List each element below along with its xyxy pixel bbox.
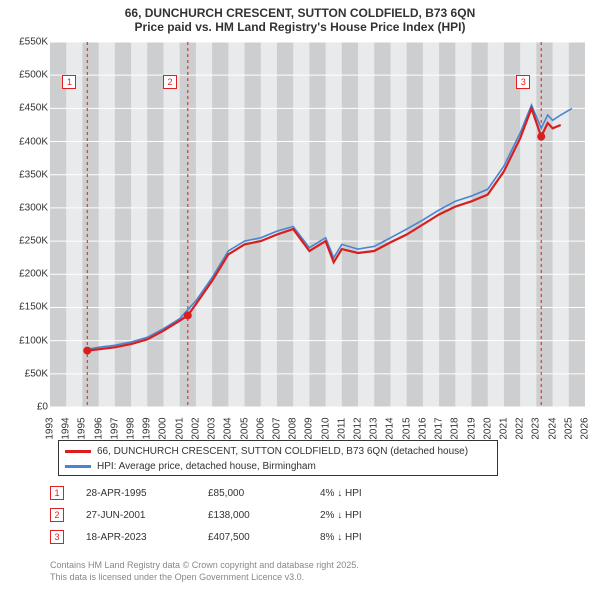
sale-marker-badge: 2 xyxy=(163,75,177,89)
y-tick-label: £500K xyxy=(19,70,48,81)
plot-area xyxy=(50,42,585,407)
sale-price: £85,000 xyxy=(208,488,298,499)
x-tick-label: 2006 xyxy=(255,417,266,439)
x-tick-label: 2022 xyxy=(515,417,526,439)
title-block: 66, DUNCHURCH CRESCENT, SUTTON COLDFIELD… xyxy=(0,0,600,34)
x-tick-label: 2021 xyxy=(498,417,509,439)
legend: 66, DUNCHURCH CRESCENT, SUTTON COLDFIELD… xyxy=(58,440,498,476)
sale-diff: 8% ↓ HPI xyxy=(320,532,362,543)
sale-date: 28-APR-1995 xyxy=(86,488,186,499)
x-tick-label: 2013 xyxy=(369,417,380,439)
y-tick-label: £200K xyxy=(19,269,48,280)
sale-badge: 3 xyxy=(50,530,64,544)
x-tick-label: 2020 xyxy=(482,417,493,439)
x-tick-label: 2000 xyxy=(158,417,169,439)
legend-swatch-property xyxy=(65,450,91,453)
x-tick-label: 2010 xyxy=(320,417,331,439)
y-tick-label: £150K xyxy=(19,302,48,313)
sale-date: 27-JUN-2001 xyxy=(86,510,186,521)
x-tick-label: 2019 xyxy=(466,417,477,439)
x-tick-label: 2023 xyxy=(531,417,542,439)
x-tick-label: 2002 xyxy=(190,417,201,439)
x-tick-label: 2018 xyxy=(450,417,461,439)
x-tick-label: 2016 xyxy=(417,417,428,439)
chart-title-2: Price paid vs. HM Land Registry's House … xyxy=(0,20,600,34)
x-tick-label: 2026 xyxy=(580,417,591,439)
x-tick-label: 2005 xyxy=(239,417,250,439)
x-tick-label: 1994 xyxy=(61,417,72,439)
x-tick-label: 2015 xyxy=(401,417,412,439)
sale-badge: 1 xyxy=(50,486,64,500)
y-tick-label: £100K xyxy=(19,335,48,346)
x-tick-label: 2012 xyxy=(353,417,364,439)
x-tick-label: 1995 xyxy=(77,417,88,439)
y-tick-label: £0 xyxy=(37,402,48,413)
y-tick-label: £250K xyxy=(19,236,48,247)
x-tick-label: 2009 xyxy=(304,417,315,439)
x-tick-label: 1999 xyxy=(142,417,153,439)
sale-diff: 4% ↓ HPI xyxy=(320,488,362,499)
legend-row-property: 66, DUNCHURCH CRESCENT, SUTTON COLDFIELD… xyxy=(65,444,491,459)
sale-price: £138,000 xyxy=(208,510,298,521)
x-tick-label: 1996 xyxy=(93,417,104,439)
sale-diff: 2% ↓ HPI xyxy=(320,510,362,521)
x-tick-label: 2014 xyxy=(385,417,396,439)
chart-container: 66, DUNCHURCH CRESCENT, SUTTON COLDFIELD… xyxy=(0,0,600,590)
y-tick-label: £400K xyxy=(19,136,48,147)
chart-title-1: 66, DUNCHURCH CRESCENT, SUTTON COLDFIELD… xyxy=(0,6,600,20)
y-tick-label: £550K xyxy=(19,37,48,48)
legend-label-hpi: HPI: Average price, detached house, Birm… xyxy=(97,461,316,472)
x-tick-label: 2025 xyxy=(563,417,574,439)
x-tick-label: 1998 xyxy=(126,417,137,439)
legend-swatch-hpi xyxy=(65,465,91,468)
sale-row: 2 27-JUN-2001 £138,000 2% ↓ HPI xyxy=(50,508,362,522)
sale-badge: 2 xyxy=(50,508,64,522)
x-tick-label: 1997 xyxy=(109,417,120,439)
y-tick-label: £50K xyxy=(25,368,48,379)
x-tick-label: 2011 xyxy=(336,418,347,440)
plot-svg xyxy=(50,42,585,407)
y-tick-label: £350K xyxy=(19,169,48,180)
x-tick-label: 2017 xyxy=(434,417,445,439)
x-tick-label: 2007 xyxy=(271,417,282,439)
sale-date: 18-APR-2023 xyxy=(86,532,186,543)
x-tick-label: 2001 xyxy=(174,417,185,439)
sale-marker-badge: 1 xyxy=(62,75,76,89)
x-tick-label: 1993 xyxy=(45,417,56,439)
sale-row: 3 18-APR-2023 £407,500 8% ↓ HPI xyxy=(50,530,362,544)
x-tick-label: 2004 xyxy=(223,417,234,439)
legend-row-hpi: HPI: Average price, detached house, Birm… xyxy=(65,459,491,474)
sale-price: £407,500 xyxy=(208,532,298,543)
footer-copyright: Contains HM Land Registry data © Crown c… xyxy=(50,560,359,570)
y-tick-label: £300K xyxy=(19,202,48,213)
x-tick-label: 2003 xyxy=(207,417,218,439)
x-tick-label: 2024 xyxy=(547,417,558,439)
legend-label-property: 66, DUNCHURCH CRESCENT, SUTTON COLDFIELD… xyxy=(97,446,468,457)
sale-row: 1 28-APR-1995 £85,000 4% ↓ HPI xyxy=(50,486,362,500)
footer-licence: This data is licensed under the Open Gov… xyxy=(50,572,304,582)
y-tick-label: £450K xyxy=(19,103,48,114)
x-tick-label: 2008 xyxy=(288,417,299,439)
sale-marker-badge: 3 xyxy=(516,75,530,89)
